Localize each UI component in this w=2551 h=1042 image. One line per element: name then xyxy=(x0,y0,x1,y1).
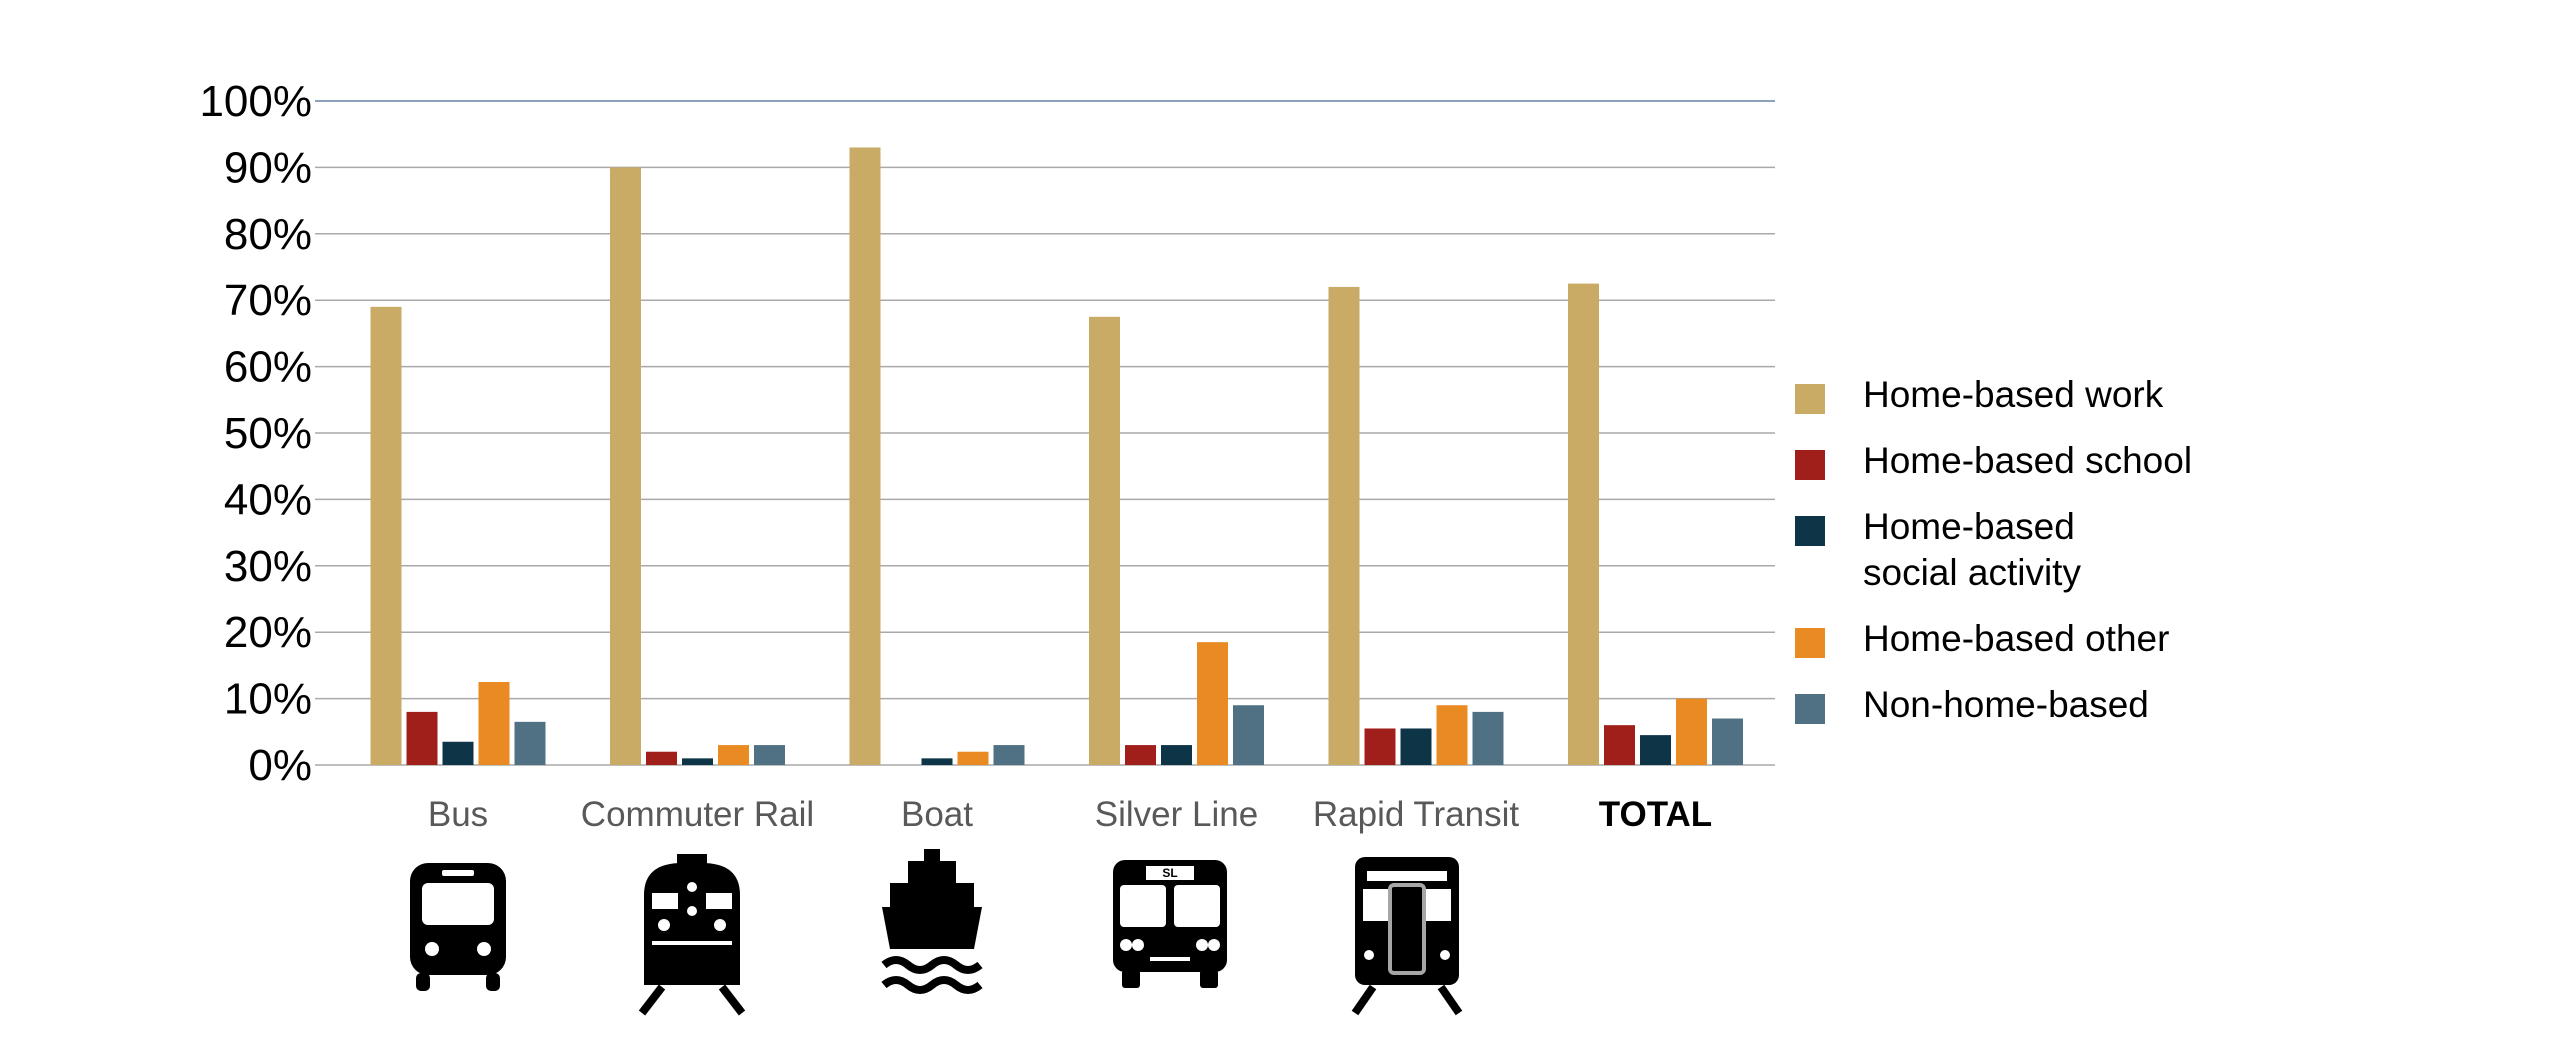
y-tick-label: 70% xyxy=(224,276,312,325)
bar xyxy=(1328,286,1360,765)
legend-label: Non-home-based xyxy=(1863,684,2149,725)
boat-icon xyxy=(881,849,983,994)
y-tick-label: 90% xyxy=(224,143,312,192)
bar xyxy=(1400,728,1432,765)
legend-item: Home-based school xyxy=(1795,438,2515,484)
bar xyxy=(610,167,641,765)
bar xyxy=(1197,642,1228,765)
bar xyxy=(682,758,713,765)
bar xyxy=(754,745,785,765)
bars xyxy=(370,147,1743,766)
legend-swatch xyxy=(1795,384,1825,414)
legend-label: Home-based school xyxy=(1863,440,2193,481)
legend-item: Home-based work xyxy=(1795,372,2515,418)
bus-icon xyxy=(410,863,506,991)
category-label: Boat xyxy=(901,795,973,834)
legend-label: Home-based social activity xyxy=(1863,506,2081,593)
y-tick-label: 80% xyxy=(224,210,312,259)
category-labels: Bus Commuter Rail Boat Silver Line Rapid Tra… xyxy=(428,795,1712,834)
legend-label: Home-based work xyxy=(1863,374,2164,415)
legend-label: Home-based other xyxy=(1863,618,2170,659)
category-label: Silver Line xyxy=(1095,795,1258,834)
bar xyxy=(1568,283,1599,765)
bar xyxy=(1712,718,1743,765)
legend-swatch xyxy=(1795,516,1825,546)
y-tick-label: 30% xyxy=(224,542,312,591)
bar xyxy=(1604,725,1635,765)
gridlines xyxy=(315,100,1775,766)
bar xyxy=(1676,698,1707,765)
silver-line-bus-icon: SL xyxy=(1113,860,1227,988)
chart-legend: Home-based work Home-based school Home-bas… xyxy=(1795,372,2515,748)
y-tick-label: 20% xyxy=(224,608,312,657)
legend-item: Non-home-based xyxy=(1795,682,2515,728)
category-label: Rapid Transit xyxy=(1313,795,1519,834)
bar xyxy=(1640,735,1671,765)
y-tick-label: 50% xyxy=(224,409,312,458)
bar xyxy=(370,306,402,765)
category-label: TOTAL xyxy=(1599,795,1712,834)
bar xyxy=(957,751,989,765)
bar xyxy=(514,721,546,765)
bar xyxy=(718,745,749,765)
y-tick-label: 40% xyxy=(224,475,312,524)
y-tick-label: 60% xyxy=(224,343,312,392)
bar xyxy=(1364,728,1396,765)
legend-swatch xyxy=(1795,450,1825,480)
bar xyxy=(1472,711,1504,765)
rapid-transit-train-icon xyxy=(1351,857,1463,1016)
bar xyxy=(478,682,510,765)
y-tick-label: 100% xyxy=(199,77,312,126)
y-axis-tick-labels: 0% 10% 20% 30% 40% 50% 60% 70% 80% 90% 100% xyxy=(199,77,312,790)
svg-text:SL: SL xyxy=(1162,866,1177,880)
bar xyxy=(1436,705,1468,765)
bar xyxy=(1089,316,1120,765)
bar xyxy=(849,147,881,766)
legend-swatch xyxy=(1795,628,1825,658)
y-tick-label: 10% xyxy=(224,675,312,724)
legend-item: Home-based social activity xyxy=(1795,504,2515,596)
legend-item: Home-based other xyxy=(1795,616,2515,662)
bar xyxy=(646,751,677,765)
bar xyxy=(1233,705,1264,765)
legend-swatch xyxy=(1795,694,1825,724)
bar xyxy=(442,741,474,765)
bar xyxy=(406,711,438,765)
bar xyxy=(921,758,953,765)
y-tick-label: 0% xyxy=(248,741,312,790)
bar xyxy=(1125,745,1156,765)
category-icons: SL xyxy=(410,849,1463,1016)
bar xyxy=(993,745,1025,765)
category-label: Commuter Rail xyxy=(581,795,814,834)
category-label: Bus xyxy=(428,795,488,834)
bar xyxy=(1161,745,1192,765)
commuter-rail-train-icon xyxy=(638,854,746,1016)
